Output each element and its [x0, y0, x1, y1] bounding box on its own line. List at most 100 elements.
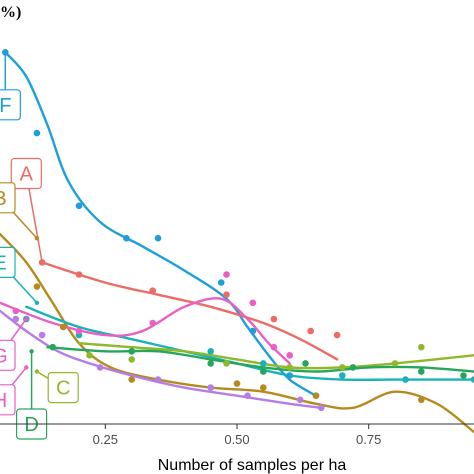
label-box: [0, 89, 21, 121]
label-leader-end: [34, 236, 40, 241]
series-D-point: [128, 348, 135, 355]
label-leader-end: [24, 316, 29, 322]
series-A-point: [270, 315, 278, 323]
series-B-point: [233, 380, 241, 387]
label-leader-end: [3, 50, 8, 55]
label-box: [0, 384, 16, 416]
series-D-trend-line: [46, 346, 474, 373]
series-G-point: [249, 299, 257, 307]
label-text: H: [0, 390, 7, 412]
series-F-point: [123, 234, 130, 242]
series-D-point: [49, 343, 56, 351]
series-F-point: [217, 279, 225, 286]
label-text: D: [24, 414, 38, 436]
series-F-point: [154, 234, 162, 242]
label-text: B: [0, 188, 7, 210]
series-H-point: [244, 392, 251, 400]
x-tick-label: 0.25: [93, 432, 118, 447]
series-B-point: [59, 323, 67, 331]
label-text: F: [0, 95, 11, 117]
series-H-point: [12, 315, 20, 323]
series-F-point: [286, 372, 294, 379]
series-D-point: [349, 364, 357, 371]
series-D-point: [207, 360, 214, 367]
series-label-G: G: [0, 316, 29, 371]
label-text: E: [0, 252, 7, 274]
series-E-point: [470, 376, 474, 383]
label-leader-end: [39, 260, 45, 265]
series-D-point: [260, 368, 267, 375]
series-B-point: [418, 396, 425, 404]
y-axis-title-fragment: %): [0, 4, 21, 21]
series-H-point: [318, 404, 325, 412]
series-D-point: [418, 368, 425, 375]
series-label-F: F: [0, 50, 21, 121]
series-A-point: [333, 331, 341, 339]
series-C-point: [86, 352, 93, 359]
series-B-point: [128, 376, 135, 383]
series-B-point: [33, 283, 41, 290]
series-B-point: [312, 392, 320, 400]
series-G-point: [75, 327, 83, 335]
series-F-point: [249, 327, 257, 335]
series-F-trend-line: [4, 51, 318, 397]
series-label-D: D: [16, 349, 48, 440]
series-G-point: [12, 307, 20, 315]
series-G-point: [286, 352, 294, 359]
series-A-trend-line: [40, 261, 339, 361]
series-A-point: [149, 287, 156, 295]
series-H-point: [38, 331, 46, 339]
series-F-point: [75, 202, 83, 210]
label-text: A: [20, 164, 34, 186]
series-C-point: [339, 364, 346, 371]
series-label-C: C: [34, 369, 79, 404]
series-G-point: [149, 319, 156, 327]
series-D-point: [460, 372, 467, 379]
series-G-point: [270, 343, 278, 351]
label-leader-end: [24, 365, 29, 370]
x-tick-label: 0.75: [356, 432, 381, 447]
x-ticks: 0.25 0.50 0.75: [93, 424, 381, 447]
label-box: [0, 182, 16, 214]
series-E-point: [402, 376, 409, 383]
label-leader-end: [34, 369, 40, 374]
label-leader-end: [29, 349, 34, 354]
label-text: G: [0, 345, 8, 367]
x-tick-label: 0.50: [224, 432, 249, 447]
label-box: [10, 157, 42, 190]
label-text: C: [56, 378, 70, 400]
label-leader-end: [34, 300, 40, 305]
series-E-point: [207, 348, 214, 355]
series-label-H: H: [0, 365, 29, 416]
series-C-point: [223, 360, 230, 367]
series-A-point: [75, 271, 83, 278]
labels-layer: F AB E G H CD: [0, 50, 79, 440]
series-H-trend-line: [0, 309, 323, 409]
series-C-point: [286, 364, 294, 371]
x-axis-title: Number of samples per ha: [158, 457, 347, 474]
series-A-point: [307, 327, 315, 335]
series-E-point: [339, 372, 346, 379]
series-H-point: [96, 364, 104, 371]
series-H-point: [154, 376, 162, 383]
series-label-A: A: [10, 157, 45, 265]
series-H-point: [296, 396, 304, 404]
series-E-point: [260, 360, 267, 367]
series-G-trend-line: [0, 297, 291, 365]
series-C-point: [418, 343, 425, 351]
series-G-point: [223, 271, 230, 278]
label-box: [0, 339, 16, 371]
series-F-point: [33, 129, 41, 137]
label-box: [47, 372, 79, 404]
series-C-point: [128, 356, 135, 363]
label-box: [0, 246, 16, 278]
series-H-point: [207, 384, 214, 391]
series-B-point: [260, 384, 267, 391]
points-layer: [0, 49, 474, 412]
series-label-E: E: [0, 246, 40, 305]
series-D-point: [302, 360, 309, 367]
series-A-point: [223, 291, 230, 299]
series-C-point: [391, 360, 399, 367]
series-label-B: B: [0, 182, 40, 241]
